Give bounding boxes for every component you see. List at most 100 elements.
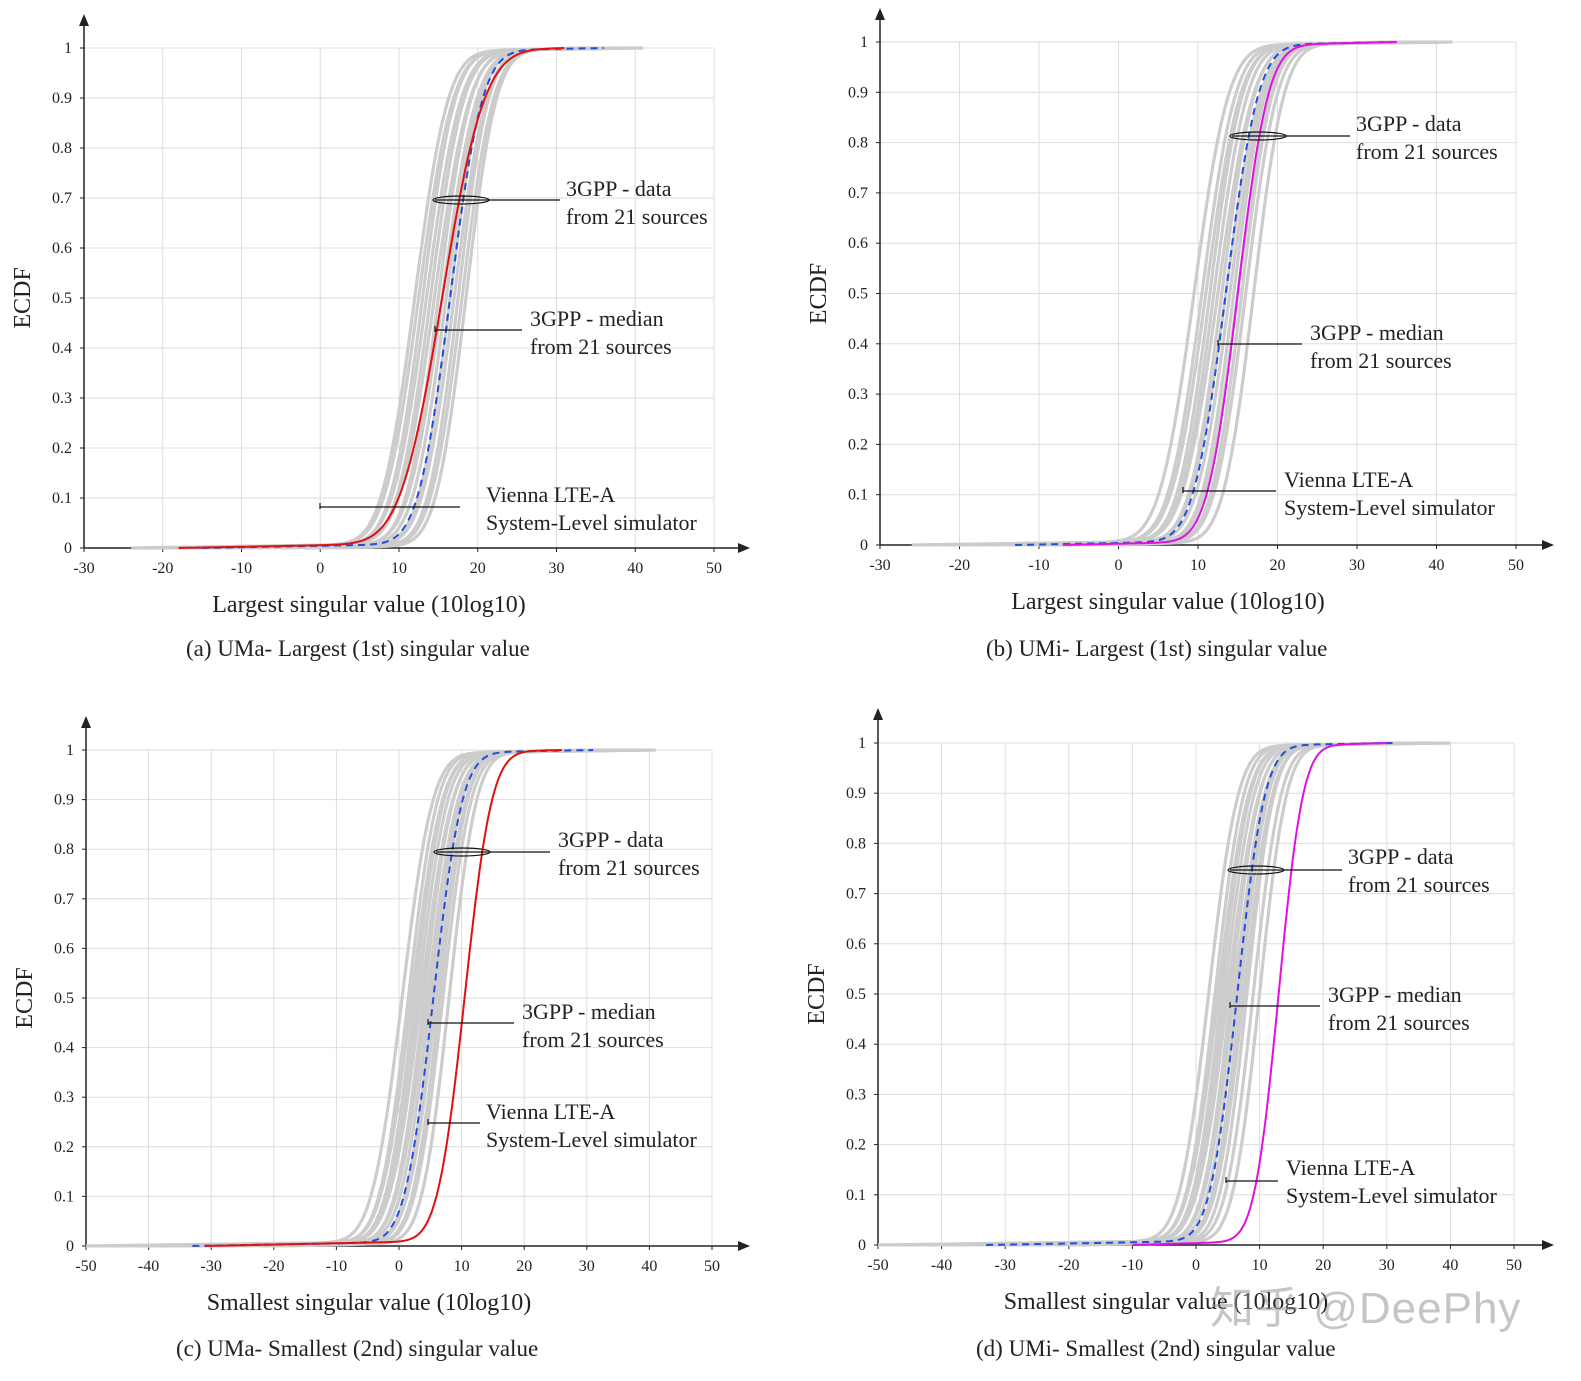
annotation-brace: [1229, 131, 1287, 141]
annotation-text: 3GPP - median: [522, 999, 656, 1024]
y-tick-label: 1: [858, 735, 866, 752]
vienna-curve: [178, 47, 565, 549]
y-tick-label: 0.1: [846, 1187, 866, 1204]
y-tick-label: 1: [64, 40, 72, 57]
x-tick-label: -20: [152, 560, 173, 577]
y-tick-label: 0.6: [848, 235, 868, 252]
x-tick-label: 20: [516, 1258, 532, 1275]
annotation-text: from 21 sources: [566, 204, 708, 229]
y-tick-label: 0.5: [54, 990, 74, 1007]
x-tick-label: -30: [73, 560, 94, 577]
x-axis-label: Smallest singular value (10log10): [207, 1290, 532, 1316]
y-tick-label: 0.4: [54, 1040, 74, 1057]
y-tick-label: 0.2: [846, 1137, 866, 1154]
y-tick-label: 0.2: [848, 436, 868, 453]
panel-1: -30 -20 -10 0 10 20 30 40 50 0 0.1 0.2 0.3 0.4 0.5 0.6 0…: [806, 8, 1554, 615]
y-tick-label: 0.9: [52, 90, 72, 107]
y-tick-label: 0.4: [52, 340, 72, 357]
annotation-brace: [432, 195, 490, 205]
x-tick-label: 40: [641, 1258, 657, 1275]
x-tick-label: 30: [549, 560, 565, 577]
y-tick-label: 0.2: [54, 1139, 74, 1156]
x-tick-label: -10: [1028, 557, 1049, 574]
y-tick-label: 0.3: [848, 386, 868, 403]
annotation-text: from 21 sources: [522, 1027, 664, 1052]
y-tick-label: 0.4: [846, 1036, 866, 1053]
annotation-text: from 21 sources: [1348, 872, 1490, 897]
annotation-text: 3GPP - data: [1348, 844, 1454, 869]
x-tick-label: 10: [1252, 1257, 1268, 1274]
y-tick-label: 0.8: [848, 135, 868, 152]
annotation-text: 3GPP - data: [566, 176, 672, 201]
x-tick-label: -50: [867, 1257, 888, 1274]
y-tick-label: 0.5: [848, 286, 868, 303]
x-tick-label: 10: [1190, 557, 1206, 574]
x-tick-label: 50: [706, 560, 722, 577]
y-tick-label: 0.7: [54, 891, 74, 908]
x-tick-label: -20: [949, 557, 970, 574]
x-axis-arrow: [738, 1241, 750, 1251]
x-tick-label: 0: [316, 560, 324, 577]
y-tick-label: 0: [66, 1238, 74, 1255]
y-tick-label: 0.2: [52, 440, 72, 457]
x-tick-label: 20: [1270, 557, 1286, 574]
y-tick-label: 0: [64, 540, 72, 557]
median-curve: [986, 742, 1394, 1246]
x-tick-label: 10: [391, 560, 407, 577]
y-tick-label: 0.3: [54, 1089, 74, 1106]
x-tick-label: -30: [869, 557, 890, 574]
annotation-text: System-Level simulator: [486, 510, 697, 535]
x-axis-arrow: [1542, 540, 1554, 550]
annotation-text: 3GPP - data: [558, 827, 664, 852]
x-tick-label: 30: [1379, 1257, 1395, 1274]
annotation-text: 3GPP - median: [1310, 320, 1444, 345]
vienna-curve: [204, 749, 562, 1247]
y-tick-label: 0.7: [848, 185, 868, 202]
annotation-text: System-Level simulator: [1284, 495, 1495, 520]
x-tick-label: 50: [1508, 557, 1524, 574]
watermark: 知乎 @DeePhy: [1210, 1284, 1522, 1333]
annotation-text: Vienna LTE-A: [1286, 1155, 1415, 1180]
annotation-text: from 21 sources: [558, 855, 700, 880]
x-tick-label: 0: [395, 1258, 403, 1275]
x-tick-label: -10: [326, 1258, 347, 1275]
annotation-text: from 21 sources: [1328, 1010, 1470, 1035]
y-tick-label: 0.5: [52, 290, 72, 307]
y-tick-label: 0.5: [846, 986, 866, 1003]
annotation-brace: [1227, 865, 1285, 875]
x-axis-arrow: [1542, 1240, 1554, 1250]
y-axis-label: ECDF: [806, 263, 832, 324]
panel-2: -50 -40 -30 -20 -10 0 10 20 30 40 50 0 0.1 0.2 0.3 0.4 0…: [12, 716, 750, 1316]
y-tick-label: 1: [860, 34, 868, 51]
annotation-text: Vienna LTE-A: [486, 1099, 615, 1124]
x-tick-label: -20: [1058, 1257, 1079, 1274]
x-axis-arrow: [738, 543, 750, 553]
y-axis-label: ECDF: [10, 267, 36, 328]
annotation-text: 3GPP - median: [1328, 982, 1462, 1007]
annotation-text: Vienna LTE-A: [486, 482, 615, 507]
y-tick-label: 0.8: [54, 841, 74, 858]
y-tick-label: 0.9: [54, 792, 74, 809]
vienna-curve: [1132, 742, 1387, 1246]
x-axis-label: Largest singular value (10log10): [1011, 589, 1324, 615]
y-tick-label: 0: [858, 1237, 866, 1254]
panel-3: -50 -40 -30 -20 -10 0 10 20 30 40 50 0 0.1 0.2 0.3 0.4 0…: [804, 708, 1554, 1315]
x-tick-label: 50: [1506, 1257, 1522, 1274]
x-tick-label: 10: [454, 1258, 470, 1275]
y-tick-label: 0.3: [52, 390, 72, 407]
vienna-curve: [1062, 41, 1397, 546]
x-tick-label: -30: [201, 1258, 222, 1275]
annotation-text: from 21 sources: [530, 334, 672, 359]
y-tick-label: 0.9: [848, 84, 868, 101]
grid: [879, 41, 1517, 546]
x-tick-label: 40: [627, 560, 643, 577]
y-tick-label: 0.4: [848, 336, 868, 353]
x-tick-label: -50: [75, 1258, 96, 1275]
y-tick-label: 0.6: [846, 936, 866, 953]
y-tick-label: 0.6: [52, 240, 72, 257]
y-tick-label: 0.7: [846, 886, 866, 903]
annotation-text: 3GPP - median: [530, 306, 664, 331]
x-tick-label: 30: [579, 1258, 595, 1275]
